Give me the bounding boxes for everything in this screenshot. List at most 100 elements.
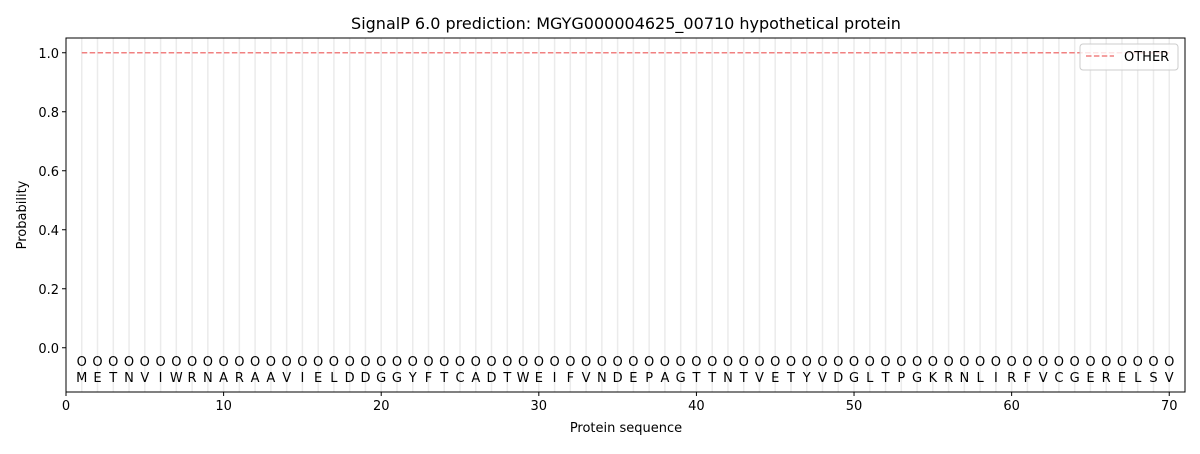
region-label: O <box>896 355 906 370</box>
region-label: O <box>124 355 134 370</box>
region-label: O <box>187 355 197 370</box>
y-axis-label: Probability <box>15 180 30 249</box>
x-tick-label: 70 <box>1161 399 1178 414</box>
region-label: O <box>739 355 749 370</box>
y-tick-label: 0.8 <box>38 106 59 121</box>
region-label: O <box>1054 355 1064 370</box>
residue-label: A <box>266 371 275 386</box>
region-label: O <box>849 355 859 370</box>
residue-label: A <box>219 371 228 386</box>
residue-label: N <box>959 371 969 386</box>
region-label: O <box>833 355 843 370</box>
residue-label: E <box>771 371 779 386</box>
residue-label: A <box>660 371 669 386</box>
residue-label: W <box>517 371 530 386</box>
region-label: O <box>817 355 827 370</box>
residue-label: G <box>849 371 859 386</box>
residue-label: R <box>235 371 244 386</box>
residue-label: V <box>818 371 827 386</box>
region-label: O <box>297 355 307 370</box>
residue-label: L <box>866 371 874 386</box>
residue-label: P <box>645 371 653 386</box>
region-label: O <box>282 355 292 370</box>
legend: OTHER <box>1079 43 1179 71</box>
residue-label: V <box>1039 371 1048 386</box>
plot-frame <box>65 37 1186 393</box>
region-label: O <box>581 355 591 370</box>
residue-label: L <box>976 371 984 386</box>
y-tick-label: 1.0 <box>38 47 59 62</box>
x-tick-label: 50 <box>846 399 863 414</box>
region-label: O <box>597 355 607 370</box>
region-label: O <box>140 355 150 370</box>
residue-label: Y <box>802 371 811 386</box>
residue-label: C <box>455 371 464 386</box>
residue-label: E <box>314 371 322 386</box>
region-label: O <box>77 355 87 370</box>
region-label: O <box>266 355 276 370</box>
residue-label: D <box>345 371 355 386</box>
region-label: O <box>928 355 938 370</box>
residue-label: E <box>1086 371 1094 386</box>
region-label: O <box>975 355 985 370</box>
residue-label: V <box>282 371 291 386</box>
residue-label: N <box>124 371 134 386</box>
residue-label: L <box>1134 371 1142 386</box>
residue-label: S <box>1149 371 1157 386</box>
y-ticks: 0.0 0.2 0.4 0.6 0.8 1.0 <box>38 47 66 357</box>
region-label: O <box>486 355 496 370</box>
region-label: O <box>865 355 875 370</box>
region-label: O <box>1117 355 1127 370</box>
region-label: O <box>802 355 812 370</box>
residue-label: T <box>881 371 890 386</box>
region-label: O <box>912 355 922 370</box>
residue-label: V <box>582 371 591 386</box>
region-label: O <box>943 355 953 370</box>
grid-lines <box>81 38 1170 392</box>
residue-label: T <box>439 371 448 386</box>
x-tick-label: 30 <box>531 399 548 414</box>
residue-label: R <box>188 371 197 386</box>
residue-label: T <box>707 371 716 386</box>
region-label: O <box>423 355 433 370</box>
residue-label: R <box>1007 371 1016 386</box>
region-label: O <box>471 355 481 370</box>
legend-label-other: OTHER <box>1124 50 1169 65</box>
region-label: O <box>549 355 559 370</box>
residue-label: R <box>1102 371 1111 386</box>
region-label: O <box>754 355 764 370</box>
residue-label: T <box>502 371 511 386</box>
residue-label: E <box>93 371 101 386</box>
residue-label: P <box>897 371 905 386</box>
region-label: O <box>218 355 228 370</box>
x-tick-label: 40 <box>688 399 705 414</box>
residue-label: W <box>170 371 183 386</box>
region-label: O <box>250 355 260 370</box>
region-label: O <box>1038 355 1048 370</box>
x-tick-label: 0 <box>62 399 70 414</box>
region-label: O <box>660 355 670 370</box>
region-label: O <box>455 355 465 370</box>
region-label: O <box>723 355 733 370</box>
region-label: O <box>1022 355 1032 370</box>
region-label: O <box>155 355 165 370</box>
region-label: O <box>234 355 244 370</box>
residue-label: D <box>360 371 370 386</box>
region-label: O <box>1148 355 1158 370</box>
region-label: O <box>1070 355 1080 370</box>
region-label: O <box>691 355 701 370</box>
residue-label: K <box>929 371 938 386</box>
region-label: O <box>518 355 528 370</box>
residue-label: Y <box>408 371 417 386</box>
residue-label: N <box>203 371 213 386</box>
x-tick-label: 10 <box>215 399 232 414</box>
residue-label: D <box>833 371 843 386</box>
residue-label: G <box>1070 371 1080 386</box>
residue-label: V <box>140 371 149 386</box>
region-label: O <box>171 355 181 370</box>
region-label: O <box>92 355 102 370</box>
y-tick-label: 0.0 <box>38 342 59 357</box>
residue-label: G <box>392 371 402 386</box>
region-label: O <box>376 355 386 370</box>
residue-label: G <box>376 371 386 386</box>
